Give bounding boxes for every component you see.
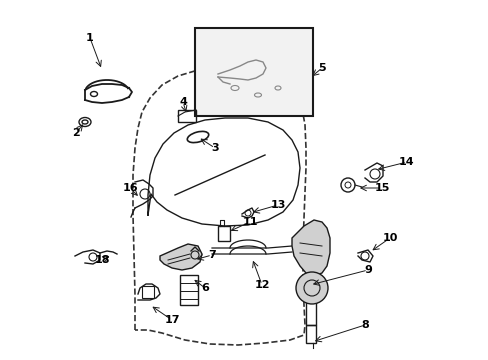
Text: 11: 11 bbox=[242, 217, 257, 227]
Bar bbox=[178, 110, 196, 122]
Text: 15: 15 bbox=[373, 183, 389, 193]
Text: 1: 1 bbox=[86, 33, 94, 43]
Bar bbox=[218, 226, 229, 241]
Text: 2: 2 bbox=[72, 128, 80, 138]
Text: 8: 8 bbox=[360, 320, 368, 330]
Text: 10: 10 bbox=[382, 233, 397, 243]
Circle shape bbox=[295, 272, 327, 304]
Bar bbox=[305, 325, 315, 343]
Bar bbox=[195, 28, 312, 116]
Bar bbox=[142, 286, 154, 298]
Text: 12: 12 bbox=[254, 280, 269, 290]
Polygon shape bbox=[291, 220, 329, 276]
Text: 17: 17 bbox=[164, 315, 180, 325]
Text: 13: 13 bbox=[270, 200, 285, 210]
Bar bbox=[180, 275, 198, 305]
Text: 5: 5 bbox=[318, 63, 325, 73]
Text: 6: 6 bbox=[201, 283, 208, 293]
Text: 9: 9 bbox=[364, 265, 371, 275]
Text: 14: 14 bbox=[398, 157, 414, 167]
Bar bbox=[305, 285, 315, 325]
Polygon shape bbox=[160, 244, 202, 270]
Text: 3: 3 bbox=[211, 143, 218, 153]
Text: 7: 7 bbox=[208, 250, 215, 260]
Text: 18: 18 bbox=[94, 255, 109, 265]
Text: 16: 16 bbox=[122, 183, 138, 193]
Text: 4: 4 bbox=[179, 97, 186, 107]
